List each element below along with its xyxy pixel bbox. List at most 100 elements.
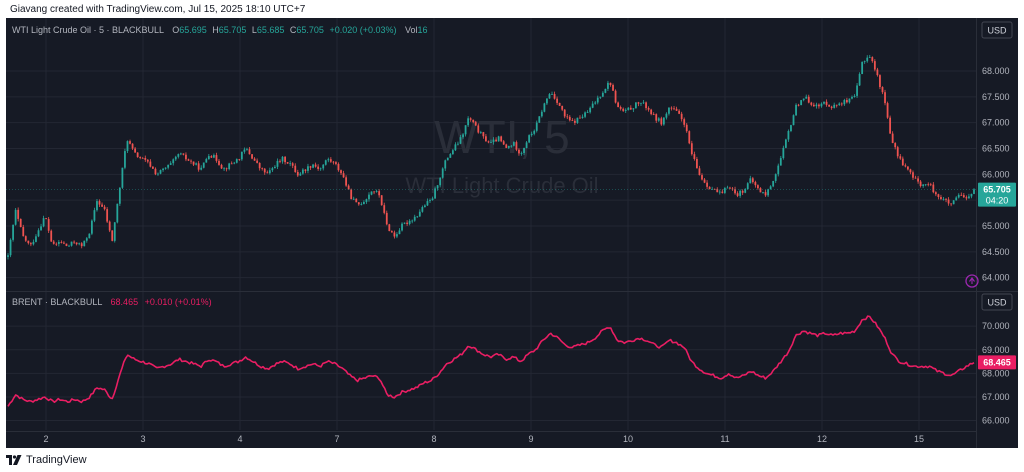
wti-candle-body (172, 159, 175, 164)
wti-candle-body (861, 62, 864, 74)
wti-candle-body (599, 96, 602, 98)
wti-candle-body (406, 222, 409, 224)
wti-candle-body (614, 90, 617, 103)
wti-candle-body (889, 117, 892, 134)
wti-candle-body (215, 155, 218, 161)
wti-candle-body (459, 137, 462, 144)
wti-candle-body (640, 102, 642, 104)
wti-tick-label: 67.000 (982, 118, 1010, 128)
wti-candle-body (296, 172, 299, 176)
wti-candle-body (942, 198, 945, 200)
wti-candle-body (812, 104, 815, 107)
wti-candle-body (472, 119, 475, 123)
wti-candle-body (596, 97, 599, 103)
wti-price-axis[interactable]: 68.00067.50067.00066.50066.00065.50065.0… (982, 66, 1010, 283)
wti-candle-body (907, 166, 909, 170)
wti-candle-body (329, 159, 332, 162)
wti-candle-body (78, 243, 81, 245)
wti-candle-body (487, 141, 490, 143)
wti-candle-body (571, 120, 574, 122)
wti-candle-body (378, 191, 381, 196)
low-value: 65.685 (257, 25, 285, 35)
brent-price-line (7, 315, 975, 407)
wti-candle-body (754, 182, 757, 186)
wti-candle-body (515, 142, 518, 150)
chart-frame[interactable]: WTI, 5 WTI Light Crude Oil WTI Light Cru… (6, 18, 1018, 448)
wti-candle-body (622, 108, 625, 111)
wti-candle-body (604, 88, 607, 93)
close-label: C (290, 25, 297, 35)
wti-candle-body (182, 153, 185, 155)
wti-candle-body (205, 159, 208, 163)
time-tick-label: 2 (43, 434, 48, 444)
wti-candle-body (479, 132, 482, 133)
wti-candle-body (218, 160, 220, 165)
wti-candle-body (90, 220, 93, 234)
wti-candle-body (185, 154, 187, 160)
time-axis[interactable]: 2 3 4 7 8 9 10 11 12 15 (43, 434, 924, 444)
wti-candle-body (507, 145, 510, 148)
wti-candle-body (708, 186, 711, 190)
wti-legend[interactable]: WTI Light Crude Oil · 5 · BLACKBULL O65.… (12, 25, 428, 35)
wti-candle-body (670, 107, 673, 109)
wti-candle-body (950, 203, 953, 205)
wti-candle-body (284, 156, 286, 163)
brent-legend[interactable]: BRENT · BLACKBULL 68.465 +0.010 (+0.01%) (12, 297, 212, 307)
wti-candle-body (57, 241, 60, 244)
wti-candle-body (263, 168, 266, 173)
alert-icon[interactable] (965, 274, 979, 288)
time-tick-label: 11 (720, 434, 729, 444)
wti-candle-body (357, 202, 360, 205)
wti-candle-body (146, 159, 149, 162)
wti-countdown-label: 04:20 (986, 196, 1009, 206)
time-tick-label: 12 (817, 434, 827, 444)
wti-candle-body (40, 226, 42, 231)
footer[interactable]: TradingView (6, 452, 87, 468)
wti-candle-body (533, 130, 536, 134)
wti-candle-body (108, 221, 111, 231)
wti-candle-body (431, 198, 434, 201)
wti-candle-body (729, 187, 731, 189)
wti-candle-body (340, 170, 342, 174)
wti-candle-body (360, 204, 363, 205)
wti-candle-body (446, 157, 449, 161)
currency-button-brent[interactable]: USD (981, 293, 1013, 311)
wti-candle-body (795, 104, 797, 116)
wti-candle-body (965, 197, 968, 199)
wti-candle-body (441, 168, 444, 178)
wti-candle-body (332, 161, 335, 163)
wti-candle-body (159, 170, 162, 174)
time-tick-label: 9 (528, 434, 533, 444)
time-tick-label: 4 (237, 434, 242, 444)
wti-price-tag-bg (978, 182, 1016, 207)
wti-candle-body (408, 220, 411, 224)
chart-svg[interactable]: WTI, 5 WTI Light Crude Oil WTI Light Cru… (6, 18, 1018, 448)
wti-candle-body (126, 141, 129, 152)
symbol-watermark: WTI, 5 WTI Light Crude Oil (405, 111, 598, 198)
brent-price-axis[interactable]: 70.000 69.000 68.000 67.000 66.000 (982, 321, 1010, 425)
wti-candle-body (561, 105, 564, 110)
wti-candle-body (253, 158, 256, 161)
wti-candle-body (866, 57, 869, 62)
wti-candle-body (879, 75, 881, 88)
wti-candle-body (50, 230, 53, 242)
wti-candle-body (970, 193, 973, 197)
wti-candle-body (901, 158, 904, 166)
wti-candle-body (495, 139, 497, 142)
wti-candle-body (647, 108, 650, 110)
wti-candle-body (856, 85, 858, 96)
currency-button-wti[interactable]: USD (981, 21, 1013, 39)
wti-candle-body (698, 168, 701, 176)
low-label: L (252, 25, 257, 35)
wti-candle-body (805, 96, 808, 99)
wti-candle-body (70, 241, 73, 246)
wti-candle-body (573, 120, 576, 123)
wti-candle-body (467, 118, 470, 126)
wti-candle-body (818, 104, 820, 107)
tradingview-brand: TradingView (26, 454, 87, 466)
wti-candle-body (449, 154, 452, 158)
wti-candle-body (314, 164, 317, 167)
wti-candle-body (32, 241, 35, 245)
wti-candle-body (828, 104, 830, 107)
wti-candle-body (652, 114, 655, 115)
